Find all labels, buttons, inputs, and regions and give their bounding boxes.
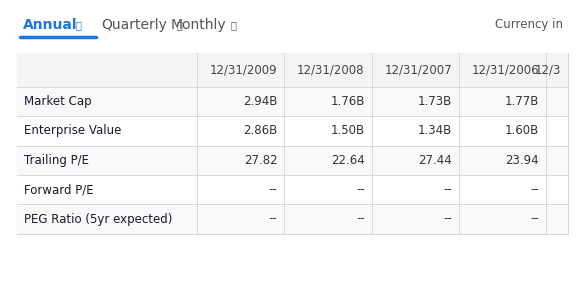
- Text: 12/31/2007: 12/31/2007: [384, 63, 452, 76]
- Text: 🔒: 🔒: [231, 20, 237, 30]
- Bar: [17, 175, 568, 204]
- Text: 22.64: 22.64: [331, 154, 365, 167]
- Text: --: --: [356, 183, 365, 196]
- Text: 12/31/2009: 12/31/2009: [210, 63, 277, 76]
- Text: 1.77B: 1.77B: [505, 95, 539, 108]
- Text: --: --: [269, 213, 277, 225]
- Text: 🔒: 🔒: [75, 20, 81, 30]
- Text: Monthly: Monthly: [171, 18, 227, 32]
- Text: --: --: [530, 183, 539, 196]
- Text: 12/31/2008: 12/31/2008: [297, 63, 365, 76]
- Text: Forward P/E: Forward P/E: [24, 183, 94, 196]
- Text: 2.86B: 2.86B: [243, 124, 277, 137]
- Text: 1.34B: 1.34B: [418, 124, 452, 137]
- Text: --: --: [443, 213, 452, 225]
- Text: 1.76B: 1.76B: [330, 95, 365, 108]
- Text: --: --: [269, 183, 277, 196]
- Bar: [17, 116, 568, 146]
- Bar: [17, 204, 568, 234]
- Bar: [17, 53, 568, 87]
- Text: --: --: [530, 213, 539, 225]
- Text: 1.73B: 1.73B: [418, 95, 452, 108]
- Text: Annual: Annual: [23, 18, 78, 32]
- Text: Trailing P/E: Trailing P/E: [24, 154, 89, 167]
- Bar: [17, 146, 568, 175]
- Text: 12/31/2006: 12/31/2006: [472, 63, 539, 76]
- Text: Quarterly: Quarterly: [102, 18, 168, 32]
- Text: 27.44: 27.44: [418, 154, 452, 167]
- Text: 2.94B: 2.94B: [243, 95, 277, 108]
- Text: --: --: [443, 183, 452, 196]
- Text: Market Cap: Market Cap: [24, 95, 92, 108]
- Text: 23.94: 23.94: [505, 154, 539, 167]
- Text: --: --: [356, 213, 365, 225]
- Text: PEG Ratio (5yr expected): PEG Ratio (5yr expected): [24, 213, 173, 225]
- Text: Enterprise Value: Enterprise Value: [24, 124, 122, 137]
- Bar: [17, 87, 568, 116]
- Text: 1.50B: 1.50B: [331, 124, 365, 137]
- Text: 12/3: 12/3: [535, 63, 561, 76]
- Text: Currency in: Currency in: [495, 19, 563, 31]
- Text: 1.60B: 1.60B: [505, 124, 539, 137]
- Text: 27.82: 27.82: [244, 154, 277, 167]
- Bar: [17, 53, 568, 234]
- Text: 🔓: 🔓: [176, 20, 182, 30]
